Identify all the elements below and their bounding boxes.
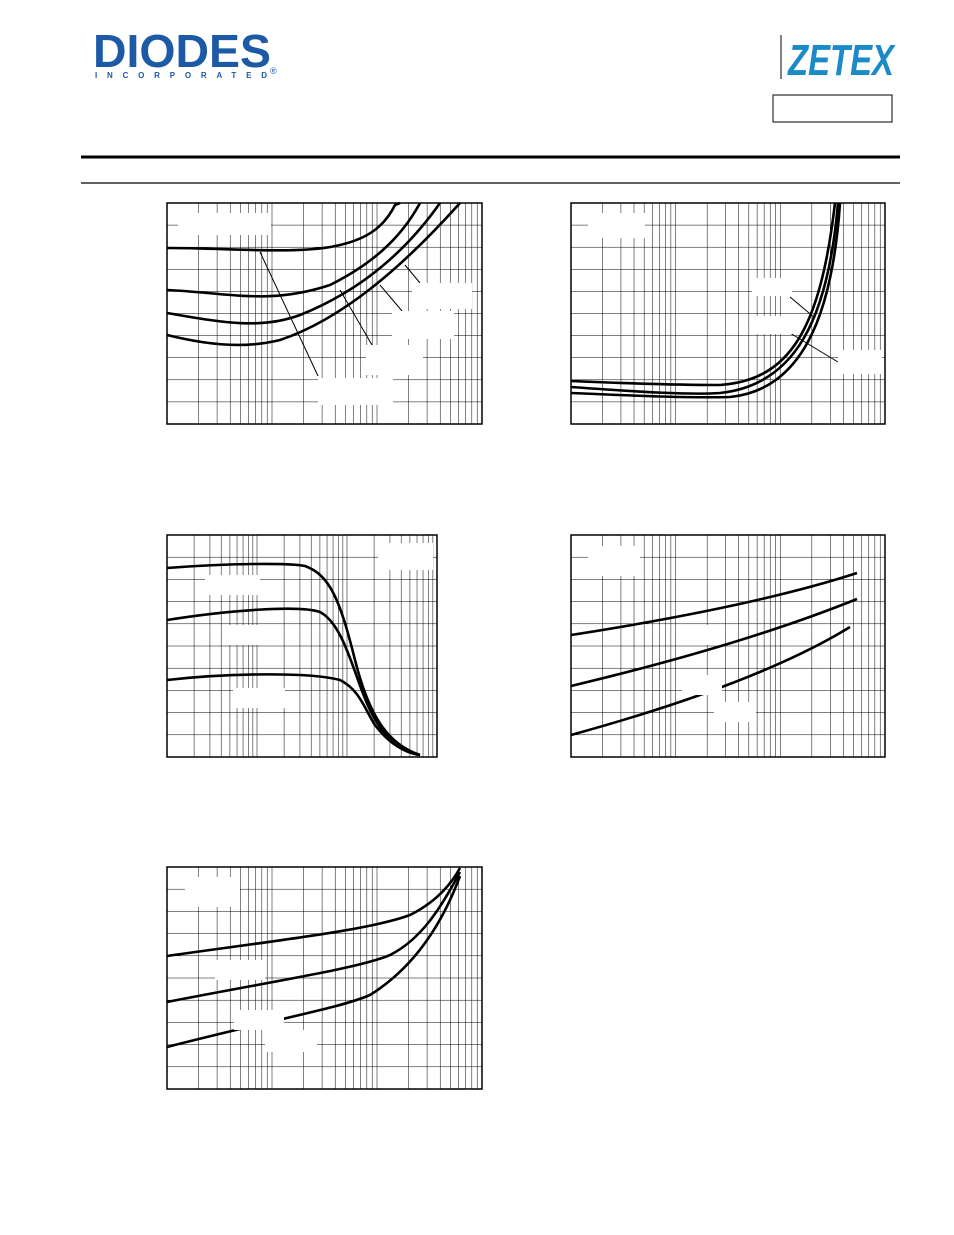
label-box <box>392 311 454 339</box>
frame <box>570 534 886 758</box>
curve <box>166 562 421 757</box>
curve <box>166 201 401 252</box>
label-box <box>185 877 240 907</box>
curve <box>570 202 842 399</box>
curve <box>166 673 421 757</box>
zetex-logo: ZETEX <box>772 35 896 123</box>
part-box <box>772 94 893 123</box>
registered-mark: ® <box>270 66 277 76</box>
curve <box>166 867 462 958</box>
curve <box>166 202 461 347</box>
curve <box>570 625 851 737</box>
label-box <box>714 702 756 722</box>
label-box <box>677 625 717 645</box>
label-box <box>588 213 645 238</box>
curve <box>166 202 422 298</box>
curve <box>570 571 858 637</box>
leader <box>789 296 816 319</box>
curve <box>570 202 840 395</box>
label-box <box>222 625 267 645</box>
label-box <box>366 345 423 375</box>
graph <box>570 202 886 425</box>
frame <box>570 202 886 425</box>
curve <box>166 202 442 325</box>
label-box <box>234 1010 284 1030</box>
frame <box>166 534 438 758</box>
label-box <box>378 543 433 570</box>
graph <box>166 201 483 425</box>
frame <box>166 866 483 1090</box>
curve <box>570 597 858 688</box>
label-box <box>588 546 640 576</box>
curve <box>570 202 837 387</box>
label-box <box>265 1030 317 1052</box>
label-box <box>215 960 265 980</box>
leader <box>784 329 839 363</box>
leader <box>404 264 421 284</box>
logo-text: DIODES <box>93 25 271 77</box>
label-box <box>178 213 271 235</box>
leader <box>339 289 373 346</box>
label-box <box>752 316 792 334</box>
label-box <box>233 688 285 708</box>
diodes-logo: DIODES INCORPORATED ® <box>93 25 277 80</box>
logo-text: ZETEX <box>787 36 896 85</box>
leader <box>259 251 319 377</box>
frame <box>166 202 483 425</box>
leader <box>379 284 403 312</box>
label-box <box>838 350 882 374</box>
grid <box>570 535 885 757</box>
graph <box>166 534 438 758</box>
graph <box>166 866 483 1090</box>
label-box <box>682 675 722 695</box>
label-box <box>205 575 260 595</box>
label-box <box>318 378 393 405</box>
label-box <box>752 278 792 296</box>
curve <box>166 871 462 1004</box>
label-box <box>412 283 472 309</box>
graph <box>570 534 886 758</box>
